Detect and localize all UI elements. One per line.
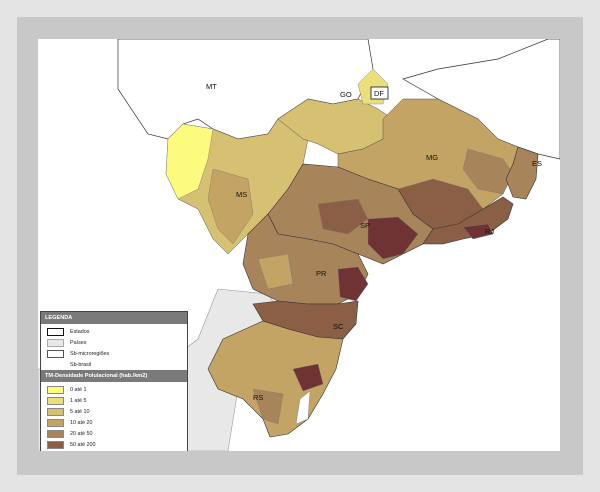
rs-lagoon	[295, 390, 311, 425]
rs-south-region	[252, 388, 284, 425]
sp-center-region	[317, 198, 369, 235]
legend-item-paises: Países	[41, 337, 187, 348]
state-rj	[422, 196, 514, 245]
map-label-rs: RS	[253, 393, 263, 402]
legend-density-item: 200 até 5.714	[41, 450, 187, 451]
pr-east-region	[337, 266, 369, 302]
legend-swatch-paises	[47, 338, 64, 347]
legend-density-label: 10 até 20	[70, 419, 93, 426]
legend-density-label: 1 até 5	[70, 397, 87, 404]
legend-density-item: 5 até 10	[41, 406, 187, 417]
legend-density-title: TM-Densidade Polulacional (hab./km2)	[41, 370, 187, 382]
legend-density-label: 0 até 1	[70, 386, 87, 393]
legend-label: Estados	[70, 328, 90, 335]
map-label-go: GO	[340, 90, 352, 99]
map-legend: LEGENDA Estados Países Sb-microregiões S…	[40, 311, 188, 451]
ms-west-region	[165, 123, 214, 200]
legend-density-swatch	[47, 385, 64, 394]
mg-east-region	[462, 148, 514, 195]
legend-density-label: 50 até 200	[70, 441, 96, 448]
legend-density-swatch	[47, 418, 64, 427]
legend-density-label: 5 até 10	[70, 408, 90, 415]
rj-metro-region	[462, 223, 494, 240]
legend-item-estados: Estados	[41, 326, 187, 337]
legend-density-item: 50 até 200	[41, 439, 187, 450]
legend-title: LEGENDA	[41, 312, 187, 324]
legend-density-swatch	[47, 396, 64, 405]
map-label-pr: PR	[316, 269, 327, 278]
ms-south-region	[207, 168, 254, 245]
map-label-sc: SC	[333, 322, 344, 331]
legend-density-label: 20 até 50	[70, 430, 93, 437]
legend-label: Sb-brasil	[70, 361, 92, 368]
map-frame-inner: MT GO DF MS MG ES SP RJ PR SC RS LEGENDA…	[38, 39, 560, 451]
legend-label: Países	[70, 339, 87, 346]
legend-swatch-microregioes	[47, 349, 64, 358]
legend-swatch-brasil	[47, 360, 64, 369]
map-canvas: MT GO DF MS MG ES SP RJ PR SC RS	[38, 39, 560, 451]
legend-density-swatch	[47, 440, 64, 449]
legend-density-item: 1 até 5	[41, 395, 187, 406]
legend-density-swatch	[47, 429, 64, 438]
legend-label: Sb-microregiões	[70, 350, 110, 357]
legend-density-item: 10 até 20	[41, 417, 187, 428]
legend-density-swatch	[47, 407, 64, 416]
map-label-ms: MS	[236, 190, 247, 199]
legend-swatch-estados	[47, 327, 64, 336]
map-label-rj: RJ	[485, 227, 494, 236]
map-label-sp: SP	[360, 221, 370, 230]
rs-metro-region	[292, 363, 324, 392]
map-label-mg: MG	[426, 153, 438, 162]
legend-item-microregioes: Sb-microregiões	[41, 348, 187, 359]
map-label-es: ES	[532, 159, 542, 168]
legend-density-item: 20 até 50	[41, 428, 187, 439]
map-label-df: DF	[374, 89, 384, 98]
df-box	[370, 86, 389, 100]
legend-item-brasil: Sb-brasil	[41, 359, 187, 370]
map-label-mt: MT	[206, 82, 217, 91]
sp-east-region	[367, 216, 419, 260]
state-es	[505, 146, 539, 200]
legend-density-item: 0 até 1	[41, 384, 187, 395]
map-frame-outer: MT GO DF MS MG ES SP RJ PR SC RS LEGENDA…	[17, 17, 583, 475]
legend-density-list: 0 até 1 1 até 5 5 até 10 10 até 20 20 até 50…	[41, 384, 187, 451]
pr-west-region	[257, 253, 294, 290]
